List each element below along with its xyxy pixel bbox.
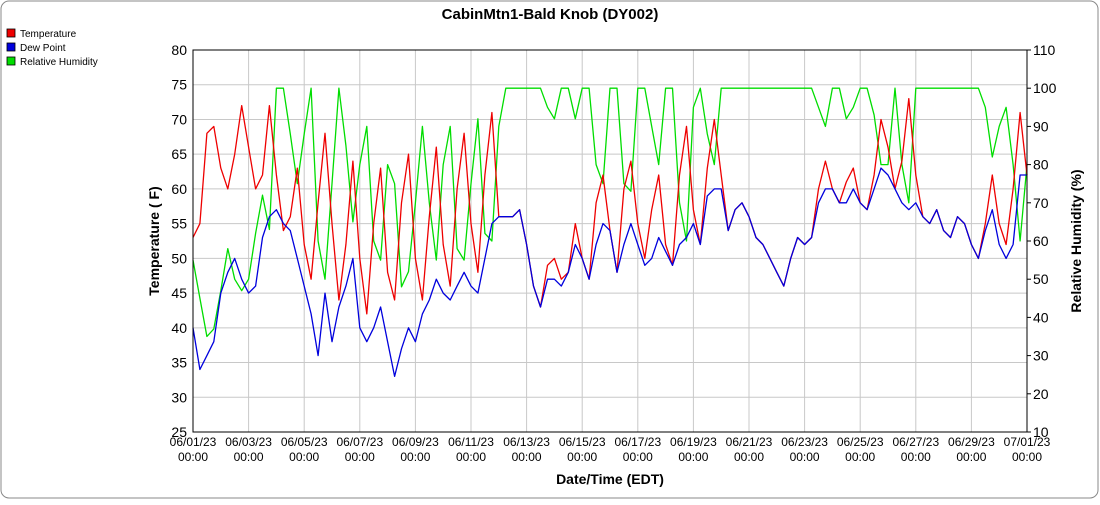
x-tick-label: 06/17/23 00:00	[614, 435, 661, 464]
legend-swatch	[6, 56, 16, 66]
legend-swatch	[6, 28, 16, 38]
y2-tick-label: 10	[1033, 424, 1049, 440]
y-tick-label: 80	[171, 42, 187, 58]
x-tick-label: 06/15/23 00:00	[559, 435, 606, 464]
x-tick-label: 06/23/23 00:00	[781, 435, 828, 464]
x-tick-label: 06/11/23 00:00	[448, 435, 494, 464]
legend-label: Dew Point	[20, 43, 66, 54]
y-tick-label: 70	[171, 111, 187, 127]
y-tick-label: 60	[171, 181, 187, 197]
y-tick-label: 25	[171, 424, 187, 440]
y2-axis-label: Relative Humidity (%)	[1068, 169, 1084, 312]
y-tick-label: 55	[171, 216, 187, 232]
y-tick-label: 50	[171, 250, 187, 266]
x-tick-label: 06/13/23 00:00	[503, 435, 550, 464]
x-tick-label: 06/09/23 00:00	[392, 435, 439, 464]
x-tick-label: 07/01/23 00:00	[1004, 435, 1051, 464]
y-tick-label: 35	[171, 355, 187, 371]
x-axis-label: Date/Time (EDT)	[556, 471, 664, 487]
legend-label: Relative Humidity	[20, 57, 98, 68]
x-tick-label: 06/03/23 00:00	[225, 435, 272, 464]
x-tick-label: 06/07/23 00:00	[336, 435, 383, 464]
y2-tick-label: 40	[1033, 309, 1049, 325]
y-tick-label: 65	[171, 146, 187, 162]
y2-tick-label: 70	[1033, 195, 1049, 211]
legend-label: Temperature	[20, 29, 77, 40]
y-axis-label: Temperature ( F)	[146, 186, 162, 295]
x-tick-label: 06/01/23 00:00	[170, 435, 217, 464]
y-tick-label: 75	[171, 77, 187, 93]
y2-tick-label: 60	[1033, 233, 1049, 249]
legend-swatch	[6, 42, 16, 52]
series-line	[192, 87, 1028, 338]
y2-tick-label: 20	[1033, 386, 1049, 402]
y-tick-label: 30	[171, 389, 187, 405]
y2-tick-label: 80	[1033, 157, 1049, 173]
x-tick-label: 06/25/23 00:00	[837, 435, 884, 464]
chart-title: CabinMtn1-Bald Knob (DY002)	[442, 6, 659, 23]
y2-tick-label: 30	[1033, 348, 1049, 364]
plot-background	[193, 50, 1027, 432]
x-tick-label: 06/05/23 00:00	[281, 435, 328, 464]
y2-tick-label: 50	[1033, 271, 1049, 287]
y-tick-label: 40	[171, 320, 187, 336]
y-tick-label: 45	[171, 285, 187, 301]
x-tick-label: 06/29/23 00:00	[948, 435, 995, 464]
x-tick-label: 06/21/23 00:00	[726, 435, 773, 464]
x-tick-label: 06/27/23 00:00	[892, 435, 939, 464]
y2-tick-label: 100	[1033, 80, 1057, 96]
y2-tick-label: 110	[1033, 42, 1056, 58]
series-line	[192, 167, 1027, 378]
x-tick-label: 06/19/23 00:00	[670, 435, 717, 464]
y2-tick-label: 90	[1033, 118, 1049, 134]
plot-border	[192, 49, 1028, 433]
